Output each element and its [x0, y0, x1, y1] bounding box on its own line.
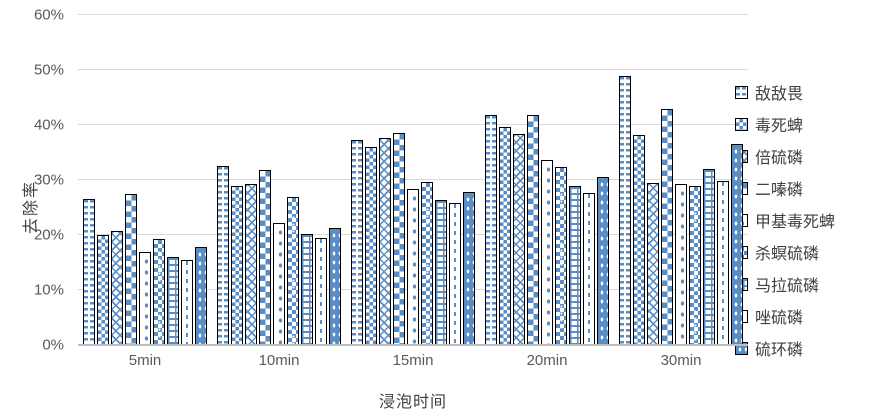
bar-唑硫磷-10min	[315, 237, 327, 345]
gridline-40%	[78, 124, 748, 125]
bar-二嗪磷-30min	[661, 108, 673, 345]
y-tick-label: 60%	[33, 6, 64, 24]
y-tick-label: 10%	[33, 281, 64, 299]
x-tick-label-20min: 20min	[526, 352, 568, 369]
bar-毒死蜱-30min	[633, 134, 645, 345]
bar-groups	[78, 15, 748, 345]
bar-杀螟硫磷-30min	[689, 185, 701, 345]
bar-毒死蜱-15min	[365, 147, 377, 345]
bar-group-10min	[212, 15, 346, 345]
bar-唑硫磷-15min	[449, 203, 461, 345]
bar-硫环磷-15min	[463, 191, 475, 345]
bar-倍硫磷-15min	[379, 137, 391, 345]
legend-label: 硫环磷	[755, 342, 804, 359]
bar-敌敌畏-30min	[619, 75, 631, 345]
x-axis-line	[78, 344, 748, 346]
legend-item-唑硫磷: 唑硫磷	[735, 300, 835, 332]
bar-毒死蜱-5min	[97, 235, 109, 345]
x-axis-tick-labels: 5min 10min 15min 20min 30min	[78, 352, 748, 369]
gridline-60%	[78, 14, 748, 15]
legend-item-硫环磷: 硫环磷	[735, 332, 835, 364]
legend-swatch-icon	[735, 117, 748, 131]
x-tick-label-5min: 5min	[128, 352, 162, 369]
bar-倍硫磷-10min	[245, 184, 257, 345]
bar-group-15min	[346, 15, 480, 345]
bar-杀螟硫磷-15min	[421, 181, 433, 345]
bar-硫环磷-30min	[731, 144, 743, 345]
gridline-30%	[78, 179, 748, 180]
bar-甲基毒死蜱-5min	[139, 251, 151, 345]
legend-item-倍硫磷: 倍硫磷	[735, 140, 835, 172]
legend-item-敌敌畏: 敌敌畏	[735, 76, 835, 108]
bar-二嗪磷-5min	[125, 194, 137, 345]
bar-倍硫磷-20min	[513, 133, 525, 345]
bar-马拉硫磷-30min	[703, 169, 715, 345]
bar-硫环磷-5min	[195, 247, 207, 345]
bar-倍硫磷-30min	[647, 182, 659, 345]
legend-item-毒死蜱: 毒死蜱	[735, 108, 835, 140]
bar-杀螟硫磷-10min	[287, 196, 299, 345]
x-tick-label-15min: 15min	[392, 352, 434, 369]
bar-马拉硫磷-5min	[167, 257, 179, 345]
bar-马拉硫磷-10min	[301, 233, 313, 345]
x-tick-label-10min: 10min	[258, 352, 300, 369]
legend-label: 杀螟硫磷	[755, 246, 820, 263]
bar-二嗪磷-15min	[393, 132, 405, 345]
bar-二嗪磷-10min	[259, 169, 271, 345]
x-tick-label-30min: 30min	[660, 352, 702, 369]
bar-马拉硫磷-15min	[435, 199, 447, 345]
bar-甲基毒死蜱-20min	[541, 160, 553, 345]
bar-甲基毒死蜱-10min	[273, 222, 285, 345]
legend-item-杀螟硫磷: 杀螟硫磷	[735, 236, 835, 268]
y-tick-label: 40%	[33, 116, 64, 134]
bar-敌敌畏-20min	[485, 115, 497, 345]
legend-label: 甲基毒死蜱	[755, 214, 836, 231]
bar-杀螟硫磷-5min	[153, 238, 165, 345]
legend-item-二嗪磷: 二嗪磷	[735, 172, 835, 204]
bar-group-5min	[78, 15, 212, 345]
bar-马拉硫磷-20min	[569, 186, 581, 345]
y-tick-label: 50%	[33, 61, 64, 79]
x-axis-title: 浸泡时间	[378, 394, 447, 411]
legend-label: 唑硫磷	[755, 310, 804, 327]
legend-label: 二嗪磷	[755, 182, 804, 199]
legend-label: 倍硫磷	[755, 150, 804, 167]
bar-唑硫磷-30min	[717, 180, 729, 345]
legend-label: 毒死蜱	[755, 118, 804, 135]
y-tick-label: 30%	[33, 171, 64, 189]
bar-甲基毒死蜱-15min	[407, 188, 419, 345]
bar-硫环磷-10min	[329, 228, 341, 345]
bar-二嗪磷-20min	[527, 115, 539, 345]
bar-倍硫磷-5min	[111, 230, 123, 345]
bar-group-20min	[480, 15, 614, 345]
bar-唑硫磷-5min	[181, 259, 193, 345]
bar-敌敌畏-15min	[351, 140, 363, 345]
bar-毒死蜱-20min	[499, 127, 511, 345]
bar-group-30min	[614, 15, 748, 345]
gridline-50%	[78, 69, 748, 70]
legend-swatch-icon	[735, 85, 748, 99]
legend-item-马拉硫磷: 马拉硫磷	[735, 268, 835, 300]
y-axis-tick-labels: 0% 10% 20% 30% 40% 50% 60%	[0, 7, 70, 354]
y-tick-label: 20%	[33, 226, 64, 244]
bar-杀螟硫磷-20min	[555, 166, 567, 345]
bar-硫环磷-20min	[597, 176, 609, 345]
y-tick-label: 0%	[42, 336, 64, 354]
bar-甲基毒死蜱-30min	[675, 184, 687, 345]
legend-item-甲基毒死蜱: 甲基毒死蜱	[735, 204, 835, 236]
legend-label: 马拉硫磷	[755, 278, 820, 295]
bar-敌敌畏-10min	[217, 166, 229, 345]
bar-唑硫磷-20min	[583, 193, 595, 345]
legend-label: 敌敌畏	[755, 86, 804, 103]
legend: 敌敌畏毒死蜱倍硫磷二嗪磷甲基毒死蜱杀螟硫磷马拉硫磷唑硫磷硫环磷	[735, 76, 835, 364]
bar-毒死蜱-10min	[231, 185, 243, 345]
plot-area	[78, 14, 748, 346]
bar-敌敌畏-5min	[83, 199, 95, 345]
